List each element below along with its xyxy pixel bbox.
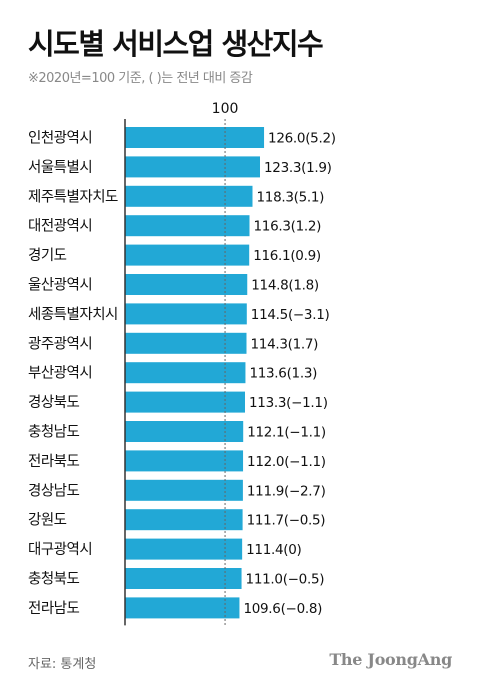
data-label: 118.3(5.1) [257, 189, 325, 205]
bar [125, 538, 243, 560]
bar [125, 274, 248, 295]
bar [125, 332, 247, 354]
category-label: 충청북도 [28, 571, 80, 588]
bar [125, 244, 250, 266]
bar [125, 362, 246, 384]
bar [125, 185, 253, 207]
reference-line-label: 100 [212, 101, 239, 117]
data-label: 111.4(0) [246, 542, 301, 558]
category-label: 광주광역시 [28, 335, 92, 352]
category-label: 대전광역시 [28, 218, 92, 235]
data-label: 113.6(1.3) [249, 366, 317, 382]
data-label: 113.3(−1.1) [249, 395, 328, 411]
category-label: 경상남도 [28, 482, 80, 499]
brand-logo: The JoongAng [329, 650, 452, 669]
data-label: 112.1(−1.1) [247, 425, 326, 441]
data-label: 111.0(−0.5) [246, 572, 325, 588]
category-label: 서울특별시 [28, 159, 92, 176]
data-label: 114.8(1.8) [251, 278, 319, 294]
category-label: 세종특별자치시 [28, 306, 118, 323]
bar [125, 568, 242, 589]
category-label: 전라북도 [28, 453, 80, 470]
bar [125, 450, 244, 472]
data-label: 126.0(5.2) [268, 131, 336, 147]
category-label: 경기도 [28, 247, 67, 264]
bar [125, 421, 244, 442]
bar [125, 303, 247, 325]
bar [125, 215, 250, 237]
category-label: 울산광역시 [28, 277, 92, 294]
category-label: 경상북도 [28, 394, 80, 411]
bar [125, 597, 240, 619]
data-label: 116.1(0.9) [253, 248, 321, 264]
source-note: 자료: 통계청 [28, 657, 97, 672]
bar [125, 156, 260, 178]
data-label: 114.5(−3.1) [251, 307, 330, 323]
category-label: 부산광역시 [28, 365, 92, 382]
chart-subtitle: ※2020년=100 기준, ( )는 전년 대비 증감 [28, 71, 253, 86]
data-label: 123.3(1.9) [264, 160, 332, 176]
bar [125, 509, 243, 531]
bar [125, 391, 245, 413]
data-label: 111.7(−0.5) [247, 513, 326, 529]
data-label: 111.9(−2.7) [247, 483, 326, 499]
category-label: 강원도 [28, 512, 67, 529]
data-label: 114.3(1.7) [251, 336, 319, 352]
category-label: 전라남도 [28, 600, 80, 617]
bar [125, 479, 243, 501]
data-label: 116.3(1.2) [254, 219, 322, 235]
category-label: 인천광역시 [28, 130, 92, 147]
bar [125, 127, 265, 148]
category-label: 충청남도 [28, 424, 80, 441]
data-label: 109.6(−0.8) [243, 601, 322, 617]
chart-title: 시도별 서비스업 생산지수 [28, 27, 324, 61]
category-label: 대구광역시 [28, 541, 92, 558]
data-label: 112.0(−1.1) [247, 454, 326, 470]
category-label: 제주특별자치도 [28, 188, 118, 205]
